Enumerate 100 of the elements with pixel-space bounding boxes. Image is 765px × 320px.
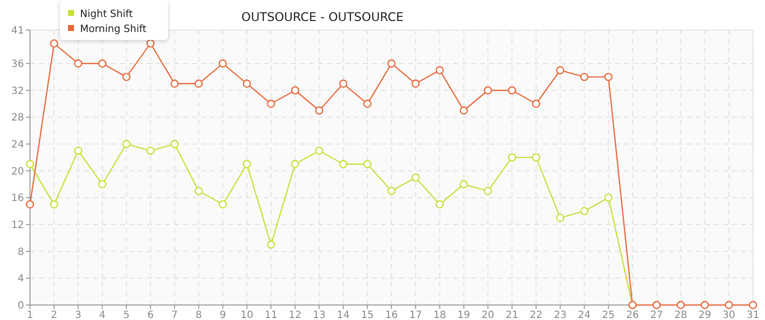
x-tick-label: 23	[554, 310, 567, 320]
point	[98, 180, 106, 188]
point	[146, 146, 155, 155]
point	[580, 207, 588, 216]
y-tick-label: 24	[11, 140, 24, 151]
y-tick-label: 12	[11, 220, 24, 232]
x-tick-label: 7	[171, 310, 178, 320]
point	[291, 160, 300, 168]
y-tick-label: 4	[18, 274, 24, 285]
x-tick-label: 24	[578, 310, 591, 320]
point	[315, 106, 324, 115]
x-tick-label: 26	[626, 310, 639, 320]
point	[266, 100, 276, 108]
x-tick-label: 25	[602, 310, 615, 320]
point	[748, 300, 758, 310]
point	[26, 200, 34, 208]
point	[194, 80, 203, 88]
y-tick-label: 28	[11, 112, 24, 124]
point	[26, 160, 34, 168]
x-tick-label: 13	[312, 310, 326, 320]
x-tick-label: 17	[409, 310, 422, 320]
point	[363, 160, 372, 168]
legend-label: Morning Shift	[80, 24, 146, 35]
point	[122, 72, 130, 82]
x-tick-label: 6	[147, 310, 154, 320]
point	[604, 194, 612, 202]
y-tick-label: 32	[11, 86, 24, 97]
point	[412, 80, 420, 88]
point	[484, 186, 492, 196]
y-tick-label: 36	[11, 59, 24, 70]
point	[484, 86, 492, 94]
legend-label: Night Shift	[80, 9, 133, 20]
point	[532, 100, 540, 108]
point	[98, 59, 106, 68]
point	[74, 59, 82, 68]
point	[339, 80, 348, 88]
point	[604, 72, 612, 82]
point	[363, 100, 372, 108]
x-tick-label: 10	[240, 310, 254, 320]
x-tick-label: 12	[288, 310, 302, 320]
point	[580, 72, 588, 82]
point	[508, 86, 516, 94]
point	[74, 146, 82, 155]
point	[194, 186, 203, 196]
x-tick-label: 30	[722, 310, 736, 320]
y-tick-label: 0	[18, 300, 24, 312]
point	[387, 186, 396, 196]
chart-title: OUTSOURCE - OUTSOURCE	[241, 10, 404, 24]
point	[146, 39, 155, 48]
point	[291, 86, 300, 94]
x-tick-label: 4	[99, 310, 106, 320]
point	[50, 200, 58, 208]
point	[532, 153, 540, 162]
x-tick-label: 18	[433, 310, 446, 320]
point	[170, 140, 179, 148]
point	[50, 39, 58, 48]
x-tick-label: 15	[361, 310, 374, 320]
x-tick-label: 16	[385, 310, 398, 320]
point	[436, 66, 444, 74]
x-tick-label: 22	[530, 310, 542, 320]
point	[652, 300, 661, 310]
x-tick-label: 9	[220, 310, 226, 320]
point	[170, 80, 179, 88]
x-tick-label: 20	[482, 310, 494, 320]
y-tick-label: 20	[11, 166, 24, 178]
point	[266, 240, 276, 249]
point	[436, 200, 444, 208]
point	[508, 153, 516, 162]
x-tick-label: 1	[26, 310, 34, 320]
x-tick-label: 21	[506, 310, 518, 320]
x-tick-label: 19	[457, 310, 470, 320]
point	[315, 146, 324, 155]
point	[412, 173, 420, 182]
x-tick-label: 14	[336, 310, 350, 320]
y-tick-label: 8	[18, 246, 24, 258]
x-tick-label: 29	[698, 310, 712, 320]
point	[556, 214, 564, 222]
point	[339, 160, 348, 168]
point	[460, 106, 468, 115]
point	[724, 300, 733, 310]
point	[218, 200, 227, 208]
x-tick-label: 8	[196, 310, 202, 320]
x-tick-label: 11	[264, 310, 278, 320]
y-tick-label: 16	[11, 193, 24, 204]
x-tick-label: 31	[746, 310, 760, 320]
point	[460, 180, 468, 188]
point	[218, 59, 227, 68]
y-tick-label: 41	[11, 26, 24, 36]
x-tick-label: 5	[123, 310, 130, 320]
point	[700, 300, 709, 310]
x-tick-label: 2	[50, 310, 58, 320]
point	[122, 140, 130, 148]
point	[556, 66, 564, 74]
x-tick-label: 28	[674, 310, 688, 320]
point	[387, 59, 396, 68]
point	[242, 160, 251, 168]
x-tick-label: 27	[650, 310, 663, 320]
point	[242, 80, 251, 88]
x-tick-label: 3	[75, 310, 82, 320]
point	[676, 300, 685, 310]
